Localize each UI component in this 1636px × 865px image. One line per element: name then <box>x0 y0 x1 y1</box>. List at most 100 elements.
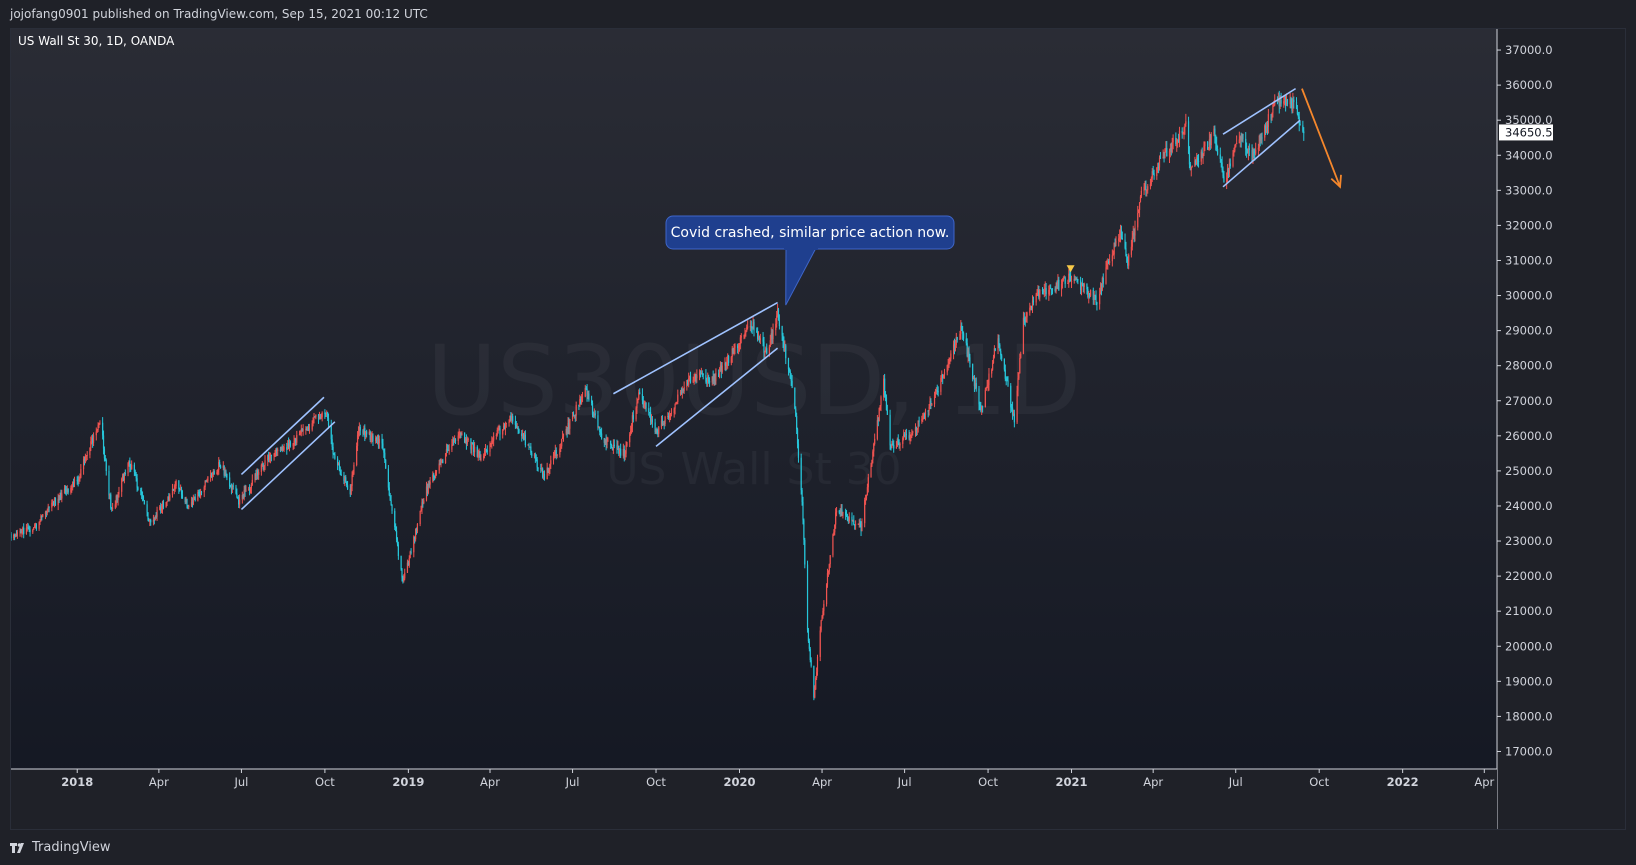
annotation-callout[interactable]: Covid crashed, similar price action now. <box>665 215 955 306</box>
candle-body <box>1289 98 1291 105</box>
candle-body <box>1228 163 1230 174</box>
candle-body <box>231 485 233 490</box>
candle-body <box>473 443 475 453</box>
candle-body <box>534 454 536 458</box>
price-tick-label: 23000.0 <box>1505 534 1553 548</box>
trendline-5[interactable] <box>1222 87 1297 135</box>
candle-body <box>911 432 913 436</box>
candle-body <box>1183 127 1185 133</box>
candle-body <box>718 373 720 377</box>
candle-body <box>808 641 810 649</box>
candle-body <box>1197 161 1200 163</box>
candle-body <box>699 372 702 374</box>
candle-body <box>21 531 23 533</box>
candle-body <box>586 388 588 396</box>
candle-body <box>616 445 618 449</box>
candle-body <box>664 417 666 425</box>
candle-body <box>172 488 174 491</box>
candle-body <box>359 426 361 431</box>
candle-body <box>472 442 474 444</box>
candle-body <box>777 309 780 321</box>
candle-body <box>274 453 276 455</box>
candle-body <box>493 435 495 441</box>
candle-body <box>339 470 341 475</box>
trendline-1[interactable] <box>240 396 325 475</box>
candle-body <box>1278 98 1280 107</box>
candle-body <box>257 470 259 475</box>
candle-body <box>141 491 143 496</box>
candle-body <box>1207 148 1210 150</box>
candle-body <box>33 527 35 530</box>
candle-body <box>772 330 774 340</box>
candle-body <box>1051 288 1054 290</box>
candle-body <box>626 442 628 446</box>
candle-body <box>306 428 308 431</box>
candle-body <box>765 348 767 353</box>
trendline-2[interactable] <box>240 421 336 511</box>
candle-body <box>960 325 962 334</box>
candle-body <box>852 520 854 522</box>
candle-body <box>600 433 603 439</box>
chart-frame[interactable]: US30USD, 1D US Wall St 30 US Wall St 30, 1… <box>10 28 1626 830</box>
candle-body <box>1079 280 1082 291</box>
event-marker[interactable] <box>1066 265 1075 273</box>
candle-body <box>346 482 348 486</box>
candle-body <box>1272 104 1274 113</box>
candle-body <box>230 486 233 490</box>
candle-body <box>175 480 177 486</box>
candle-body <box>744 333 746 336</box>
trendline-6[interactable] <box>1222 119 1301 188</box>
candle-body <box>871 459 873 466</box>
time-tick-label: Jul <box>233 775 248 789</box>
trendline-4[interactable] <box>655 347 779 447</box>
candle-body <box>1112 254 1114 256</box>
candle-body <box>1187 121 1190 154</box>
candle-body <box>917 420 919 429</box>
candle-body <box>1133 232 1135 236</box>
chart-canvas[interactable]: US30USD, 1D US Wall St 30 US Wall St 30, 1… <box>11 29 1625 829</box>
candle-body <box>448 449 450 451</box>
candle-body <box>173 489 175 491</box>
candle-body <box>548 468 550 473</box>
candle-body <box>855 524 857 526</box>
candle-body <box>371 435 373 437</box>
candle-body <box>972 363 974 380</box>
forecast-arrow-line[interactable] <box>1301 88 1341 188</box>
candle-body <box>464 432 466 443</box>
candle-body <box>383 448 385 453</box>
candle-body <box>296 435 298 443</box>
candle-body <box>301 429 303 432</box>
candle-body <box>1169 147 1172 151</box>
candle-body <box>934 391 937 395</box>
candle-body <box>993 348 996 358</box>
candle-body <box>356 435 359 446</box>
candle-body <box>34 524 37 526</box>
candle-body <box>495 434 497 436</box>
candle-body <box>135 474 137 479</box>
candle-body <box>593 413 595 416</box>
candle-body <box>28 528 30 530</box>
candle-body <box>740 336 742 338</box>
candle-body <box>559 448 561 455</box>
candle-body <box>127 463 129 474</box>
candle-body <box>969 357 971 364</box>
candle-body <box>288 443 290 448</box>
candle-body <box>618 445 620 454</box>
candle-body <box>681 388 683 393</box>
candle-body <box>584 388 586 397</box>
candle-body <box>262 463 264 470</box>
tradingview-logo[interactable]: TradingView <box>10 840 111 855</box>
candle-body <box>804 539 806 565</box>
candle-body <box>1166 148 1168 157</box>
candle-body <box>46 510 48 514</box>
candle-body <box>529 446 531 448</box>
candle-body <box>489 443 491 452</box>
candle-body <box>943 372 946 375</box>
forecast-arrow-head[interactable] <box>1330 174 1342 189</box>
candle-body <box>1058 279 1060 290</box>
time-tick-label: Apr <box>812 775 832 789</box>
candle-body <box>536 459 538 468</box>
candle-body <box>782 335 784 342</box>
candle-body <box>54 498 57 506</box>
trendline-3[interactable] <box>612 301 778 395</box>
